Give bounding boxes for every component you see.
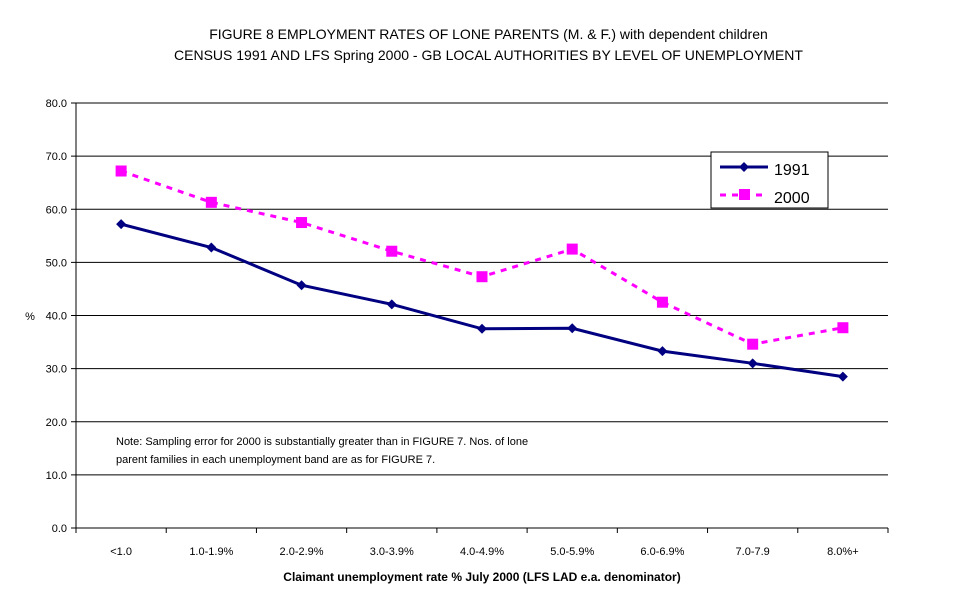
legend-2000-label: 2000 xyxy=(774,190,810,207)
point-2000 xyxy=(566,243,578,255)
point-1991 xyxy=(747,358,758,369)
point-1991 xyxy=(477,323,487,334)
point-1991 xyxy=(206,242,217,253)
note-line-1: Note: Sampling error for 2000 is substan… xyxy=(116,436,528,448)
x-tick-label: 1.0-1.9% xyxy=(189,546,233,558)
y-tick-label: 60.0 xyxy=(46,204,67,216)
y-tick-label: 80.0 xyxy=(46,98,67,110)
legend: 1991 2000 xyxy=(710,151,829,209)
point-1991 xyxy=(296,280,307,291)
point-2000 xyxy=(837,322,849,334)
point-2000 xyxy=(115,165,127,177)
legend-2000-marker xyxy=(739,189,750,200)
point-2000 xyxy=(747,338,759,350)
x-tick-label: <1.0 xyxy=(110,546,132,558)
x-axis-label: Claimant unemployment rate % July 2000 (… xyxy=(283,570,680,584)
series xyxy=(115,165,849,382)
x-tick-label: 7.0-7.9 xyxy=(736,546,770,558)
x-tick-label: 5.0-5.9% xyxy=(550,546,594,558)
point-1991 xyxy=(837,371,848,382)
point-1991 xyxy=(657,346,668,357)
y-tick-label: 70.0 xyxy=(46,151,67,163)
x-tick-label: 6.0-6.9% xyxy=(640,546,684,558)
legend-1991-label: 1991 xyxy=(774,162,810,179)
y-tick-label: 10.0 xyxy=(46,470,67,482)
legend-box xyxy=(710,151,829,209)
y-tick-label: 40.0 xyxy=(46,311,67,323)
x-tick-label: 8.0%+ xyxy=(827,546,859,558)
x-tick-label: 3.0-3.9% xyxy=(370,546,414,558)
legend-1991-marker xyxy=(739,162,749,172)
point-2000 xyxy=(476,271,488,283)
point-2000 xyxy=(296,217,308,229)
point-1991 xyxy=(567,323,578,334)
y-tick-label: 30.0 xyxy=(46,364,67,376)
series-line-1991 xyxy=(120,222,844,379)
point-2000 xyxy=(205,196,217,208)
point-2000 xyxy=(386,245,398,257)
y-axis-label: % xyxy=(25,311,35,323)
chart-subtitle: CENSUS 1991 AND LFS Spring 2000 - GB LOC… xyxy=(174,47,803,63)
point-2000 xyxy=(656,296,668,308)
y-tick-label: 0.0 xyxy=(52,523,67,535)
x-tick-label: 4.0-4.9% xyxy=(460,546,504,558)
chart-title: FIGURE 8 EMPLOYMENT RATES OF LONE PARENT… xyxy=(209,26,768,42)
note-line-2: parent families in each unemployment ban… xyxy=(116,454,435,466)
point-1991 xyxy=(386,299,397,310)
point-1991 xyxy=(116,219,127,230)
axes: 0.0 10.0 20.0 30.0 40.0 50.0 60.0 70.0 80.0 <1.0 1… xyxy=(46,98,889,558)
x-tick-label: 2.0-2.9% xyxy=(280,546,324,558)
y-tick-label: 50.0 xyxy=(46,257,67,269)
y-tick-label: 20.0 xyxy=(46,417,67,429)
